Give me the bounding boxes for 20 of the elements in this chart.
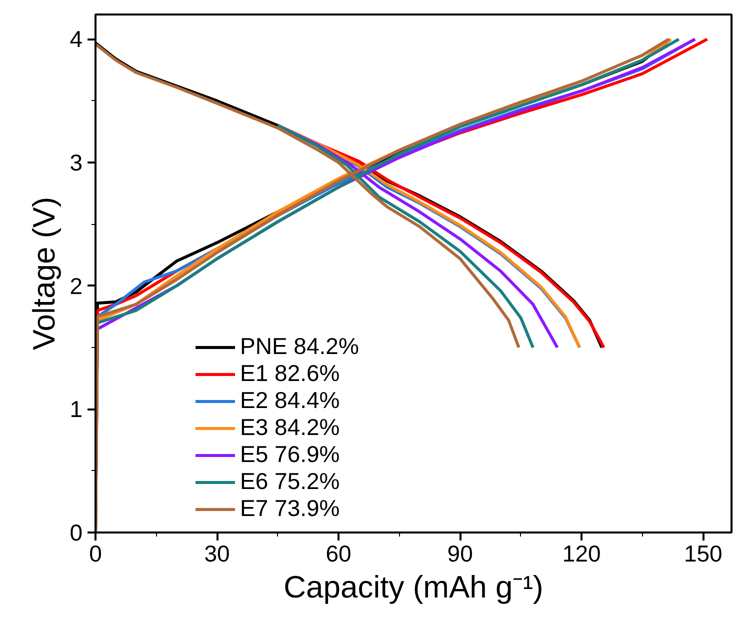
legend-label: E5 76.9% — [240, 441, 340, 468]
x-tick-label: 30 — [204, 540, 230, 566]
y-tick-label: 2 — [70, 272, 83, 299]
y-tick-label: 0 — [70, 520, 83, 546]
legend-label: E3 84.2% — [240, 414, 340, 441]
x-tick-label: 150 — [684, 540, 722, 566]
x-axis-title: Capacity (mAh g⁻¹) — [284, 570, 544, 604]
x-tick-label: 90 — [447, 540, 473, 566]
x-tick-label: 120 — [562, 540, 601, 566]
x-tick-label: 0 — [89, 540, 102, 566]
y-tick-label: 4 — [70, 26, 83, 52]
legend-label: E2 84.4% — [240, 387, 340, 414]
legend-label: E7 73.9% — [240, 495, 340, 522]
y-tick-label: 1 — [70, 396, 83, 422]
x-tick-label: 60 — [326, 540, 352, 566]
legend-label: E6 75.2% — [240, 468, 340, 495]
y-tick-label: 3 — [70, 150, 83, 176]
legend-label: E1 82.6% — [240, 360, 340, 387]
legend-label: PNE 84.2% — [240, 333, 359, 360]
y-axis-title: Voltage (V) — [26, 196, 62, 350]
